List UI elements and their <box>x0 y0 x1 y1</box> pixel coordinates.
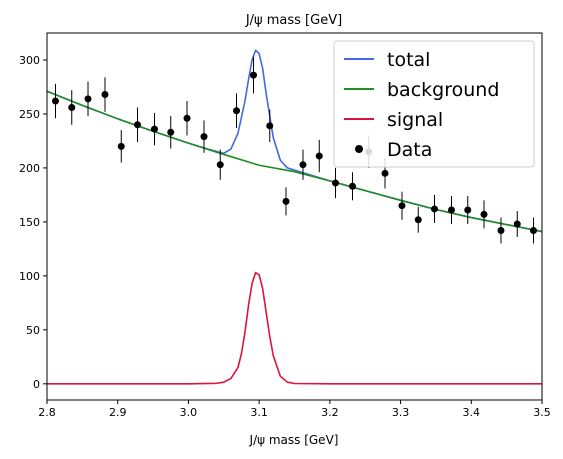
data-point <box>447 206 455 214</box>
plot-frame <box>46 32 543 401</box>
data-point <box>348 182 356 190</box>
legend-label-signal: signal <box>387 109 443 131</box>
y-tick-label: 200 <box>19 162 40 175</box>
chart-title: J/ψ mass [GeV] <box>245 13 342 28</box>
legend: total background signal Data <box>333 40 535 168</box>
data-point <box>216 161 224 169</box>
data-point <box>249 71 257 79</box>
data-point <box>183 114 191 122</box>
data-point <box>266 122 274 130</box>
data-point <box>315 152 323 160</box>
x-tick-label: 3.1 <box>250 406 268 419</box>
series-line-signal <box>47 271 542 385</box>
data-point <box>233 107 241 115</box>
data-point <box>497 227 505 235</box>
y-axis-ticks: 0 50 100 150 200 250 300 <box>19 54 47 391</box>
data-point <box>200 133 208 141</box>
y-tick-label: 100 <box>19 270 40 283</box>
data-point <box>51 97 59 105</box>
y-tick-label: 0 <box>33 378 40 391</box>
x-tick-label: 3.3 <box>392 406 410 419</box>
series-line-background <box>47 90 542 233</box>
data-point <box>134 121 142 129</box>
data-point <box>332 179 340 187</box>
data-point <box>68 103 76 111</box>
data-point <box>167 128 175 136</box>
data-point <box>101 91 109 99</box>
data-point <box>464 206 472 214</box>
y-tick-label: 250 <box>19 108 40 121</box>
legend-label-background: background <box>387 79 499 101</box>
x-tick-label: 3.5 <box>533 406 551 419</box>
data-point <box>117 142 125 150</box>
x-tick-label: 3.0 <box>180 406 198 419</box>
y-tick-label: 150 <box>19 216 40 229</box>
data-point <box>398 202 406 210</box>
x-tick-label: 2.8 <box>38 406 56 419</box>
series-points-Data <box>51 56 538 244</box>
x-tick-label: 3.2 <box>321 406 339 419</box>
data-point <box>84 95 92 103</box>
data-point <box>299 161 307 169</box>
data-point <box>480 210 488 218</box>
data-point <box>150 125 158 133</box>
legend-box <box>333 40 535 168</box>
data-point <box>381 169 389 177</box>
x-axis-label: J/ψ mass [GeV] <box>249 433 339 447</box>
data-point <box>414 216 422 224</box>
data-point <box>431 205 439 213</box>
data-point <box>530 227 538 235</box>
data-point <box>282 197 290 205</box>
data-point <box>513 220 521 228</box>
legend-label-total: total <box>387 49 430 71</box>
legend-swatch-Data <box>355 145 363 153</box>
y-tick-label: 300 <box>19 54 40 67</box>
x-tick-label: 3.4 <box>463 406 481 419</box>
legend-label-Data: Data <box>387 139 432 161</box>
plot-area <box>47 49 542 385</box>
y-tick-label: 50 <box>26 324 40 337</box>
x-axis-ticks: 2.8 2.9 3.0 3.1 3.2 3.3 3.4 3.5 <box>38 400 551 419</box>
x-tick-label: 2.9 <box>109 406 127 419</box>
